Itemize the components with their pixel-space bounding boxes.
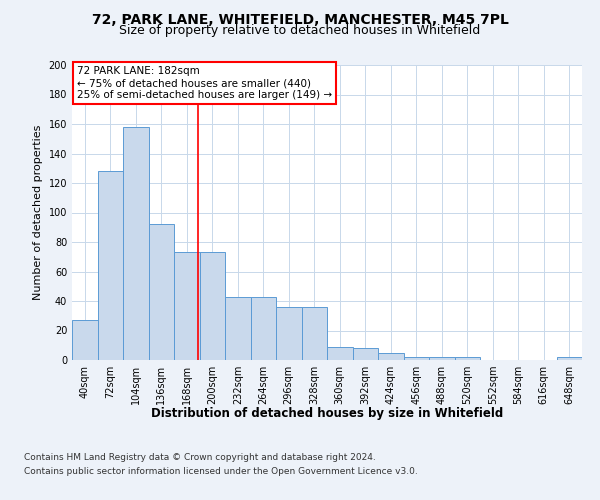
Bar [123, 127, 149, 360]
Bar [455, 357, 480, 360]
Bar [72, 320, 97, 360]
Bar [251, 296, 276, 360]
Bar [97, 171, 123, 360]
Bar [276, 307, 302, 360]
Bar [404, 357, 429, 360]
Bar [378, 352, 404, 360]
Text: 72, PARK LANE, WHITEFIELD, MANCHESTER, M45 7PL: 72, PARK LANE, WHITEFIELD, MANCHESTER, M… [92, 12, 508, 26]
Bar [302, 307, 327, 360]
Text: Contains public sector information licensed under the Open Government Licence v3: Contains public sector information licen… [24, 467, 418, 476]
Bar [225, 296, 251, 360]
Bar [199, 252, 225, 360]
Y-axis label: Number of detached properties: Number of detached properties [33, 125, 43, 300]
Text: Size of property relative to detached houses in Whitefield: Size of property relative to detached ho… [119, 24, 481, 37]
Text: 72 PARK LANE: 182sqm
← 75% of detached houses are smaller (440)
25% of semi-deta: 72 PARK LANE: 182sqm ← 75% of detached h… [77, 66, 332, 100]
Bar [149, 224, 174, 360]
Text: Contains HM Land Registry data © Crown copyright and database right 2024.: Contains HM Land Registry data © Crown c… [24, 454, 376, 462]
Bar [353, 348, 378, 360]
Bar [327, 346, 353, 360]
Text: Distribution of detached houses by size in Whitefield: Distribution of detached houses by size … [151, 408, 503, 420]
Bar [174, 252, 199, 360]
Bar [557, 357, 582, 360]
Bar [429, 357, 455, 360]
